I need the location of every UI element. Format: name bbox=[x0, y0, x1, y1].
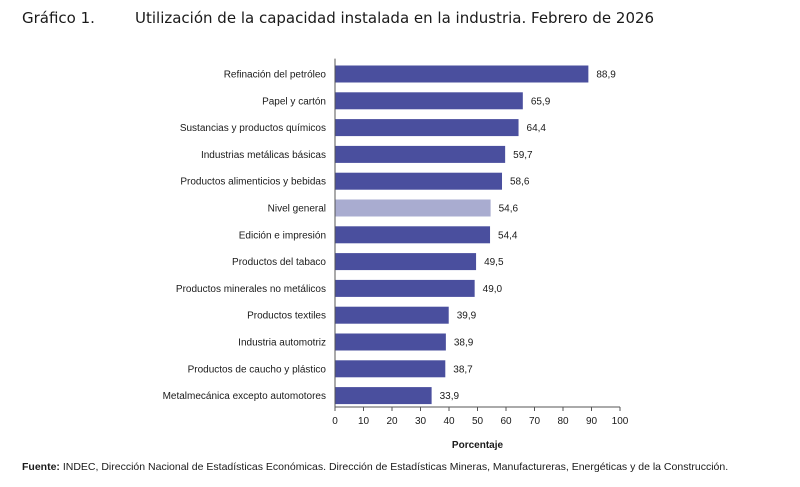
x-tick-label: 40 bbox=[443, 416, 455, 427]
bar bbox=[335, 360, 446, 378]
category-label: Productos textiles bbox=[247, 311, 326, 322]
value-label: 65,9 bbox=[531, 96, 551, 107]
category-label: Papel y cartón bbox=[262, 96, 326, 107]
x-tick-label: 60 bbox=[500, 416, 512, 427]
bar bbox=[335, 387, 432, 405]
value-label: 64,4 bbox=[527, 123, 547, 134]
x-tick-label: 20 bbox=[386, 416, 398, 427]
bar bbox=[335, 199, 491, 217]
figure-label: Gráfico 1. bbox=[22, 9, 95, 27]
bar bbox=[335, 333, 446, 351]
chart-title: Utilización de la capacidad instalada en… bbox=[135, 9, 655, 27]
value-label: 38,7 bbox=[453, 364, 473, 375]
bar bbox=[335, 253, 477, 271]
category-label: Industria automotriz bbox=[238, 338, 326, 349]
value-label: 38,9 bbox=[454, 338, 474, 349]
value-label: 59,7 bbox=[513, 150, 533, 161]
x-tick-label: 100 bbox=[612, 416, 629, 427]
x-axis: 0 10 20 30 40 50 60 70 80 90 100 bbox=[332, 58, 629, 427]
category-label: Productos minerales no metálicos bbox=[176, 284, 326, 295]
bar bbox=[335, 65, 589, 83]
category-label: Refinación del petróleo bbox=[224, 70, 327, 81]
bar bbox=[335, 226, 491, 244]
chart-header: Gráfico 1. Utilización de la capacidad i… bbox=[22, 9, 782, 33]
value-label: 58,6 bbox=[510, 177, 530, 188]
value-label: 54,4 bbox=[498, 230, 518, 241]
x-tick-label: 10 bbox=[358, 416, 370, 427]
category-label: Edición e impresión bbox=[239, 230, 326, 241]
category-label: Productos del tabaco bbox=[232, 257, 326, 268]
category-label: Industrias metálicas básicas bbox=[201, 150, 326, 161]
x-tick-label: 70 bbox=[529, 416, 541, 427]
bar bbox=[335, 306, 449, 324]
value-label: 39,9 bbox=[457, 311, 477, 322]
category-label: Productos de caucho y plástico bbox=[188, 364, 327, 375]
x-tick-label: 50 bbox=[472, 416, 484, 427]
bar bbox=[335, 279, 475, 297]
bar bbox=[335, 145, 506, 163]
category-label: Sustancias y productos químicos bbox=[180, 123, 326, 134]
x-tick-label: 0 bbox=[332, 416, 338, 427]
x-axis-title: Porcentaje bbox=[452, 440, 504, 451]
bar bbox=[335, 119, 519, 137]
bars-layer: Refinación del petróleo 88,9 Papel y cartó… bbox=[163, 65, 616, 405]
category-label: Productos alimenticios y bebidas bbox=[180, 177, 326, 188]
bar bbox=[335, 172, 503, 190]
x-tick-label: 80 bbox=[557, 416, 569, 427]
source-label: Fuente: bbox=[22, 461, 60, 473]
source-note: Fuente: INDEC, Dirección Nacional de Est… bbox=[22, 461, 728, 473]
value-label: 33,9 bbox=[440, 391, 460, 402]
x-tick-label: 30 bbox=[415, 416, 427, 427]
category-label: Nivel general bbox=[268, 204, 326, 215]
value-label: 49,0 bbox=[483, 284, 503, 295]
source-text: INDEC, Dirección Nacional de Estadística… bbox=[62, 461, 729, 473]
value-label: 88,9 bbox=[596, 70, 616, 81]
x-tick-label: 90 bbox=[586, 416, 598, 427]
bar bbox=[335, 92, 523, 110]
category-label: Metalmecánica excepto automotores bbox=[163, 391, 326, 402]
value-label: 54,6 bbox=[499, 204, 519, 215]
value-label: 49,5 bbox=[484, 257, 504, 268]
